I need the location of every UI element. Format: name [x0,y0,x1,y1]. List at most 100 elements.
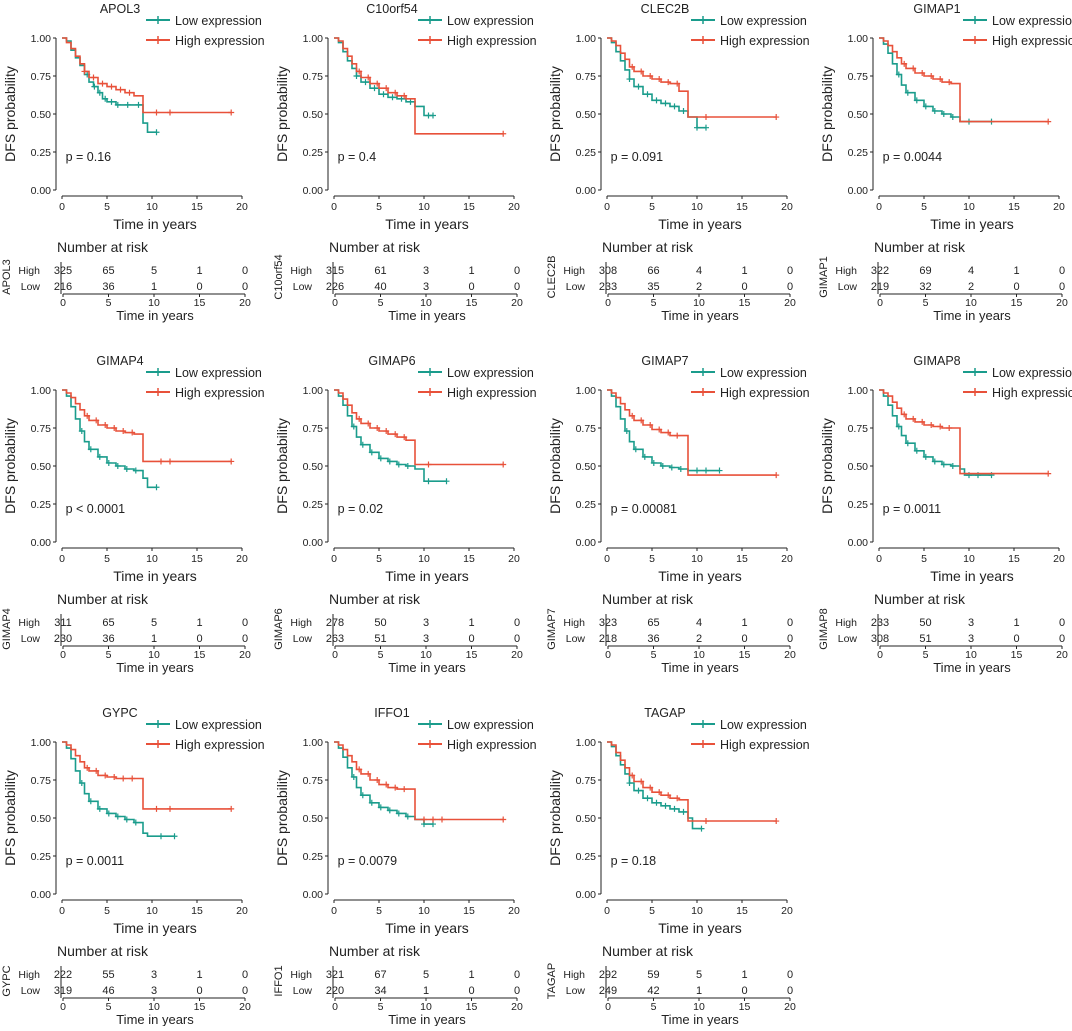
censor-mark-low [114,463,121,469]
censor-mark-low [694,124,700,131]
legend-high-label: High expression [720,34,810,48]
legend-low-label: Low expression [447,366,534,380]
censor-mark-low [105,459,112,466]
censor-mark-low [694,467,700,474]
censor-mark-high [120,428,127,435]
censor-mark-high [421,816,427,823]
legend-low-label: Low expression [175,718,262,732]
risk-x-axis-title: Time in years [933,660,1011,675]
km-panel-iffo1: IFFO1 Low expression High expression 0.00 0.… [273,706,537,1027]
y-tick-label: 0.50 [31,109,52,121]
risk-count-high: 55 [102,969,114,981]
y-tick-label: 0.00 [303,889,324,901]
censor-mark-low [430,112,436,119]
risk-table-title: Number at risk [329,591,421,607]
y-tick-label: 0.25 [31,147,52,159]
risk-table-title: Number at risk [57,943,149,959]
risk-count-high: 4 [696,617,702,629]
y-tick-label: 0.00 [303,537,324,549]
x-tick-label: 5 [104,905,110,917]
y-tick-label: 0.50 [576,813,597,825]
censor-mark-low [635,787,642,794]
censor-mark-high [656,426,663,433]
censor-mark-low [913,447,920,454]
km-curve-high [607,389,777,476]
censor-mark-high [120,775,127,782]
censor-mark-high [439,816,445,823]
censor-mark-high [665,792,672,799]
risk-x-tick-label: 10 [693,1001,705,1013]
censor-mark-low [87,798,94,805]
x-axis-title: Time in years [113,920,197,936]
x-tick-label: 15 [463,905,475,917]
x-tick-label: 5 [649,905,655,917]
risk-row-low-label: Low [838,633,858,645]
risk-count-high: 1 [468,265,474,277]
risk-x-tick-label: 5 [651,297,657,309]
risk-count-low: 0 [514,281,520,293]
risk-x-tick-label: 5 [651,649,657,661]
risk-x-tick-label: 10 [420,297,432,309]
y-tick-label: 0.25 [303,851,324,863]
risk-x-tick-label: 10 [148,1001,160,1013]
censor-mark-high [647,421,654,428]
risk-count-high: 1 [196,969,202,981]
legend-low-label: Low expression [992,366,1072,380]
risk-x-axis-title: Time in years [388,660,466,675]
risk-count-low: 308 [871,633,889,645]
risk-x-tick-label: 20 [784,649,796,661]
risk-count-low: 36 [102,281,114,293]
y-axis-title: DFS probability [547,66,563,162]
y-tick-label: 0.50 [303,813,324,825]
risk-x-tick-label: 0 [60,297,66,309]
risk-count-low: 0 [242,281,248,293]
legend-high-censor-mark [426,36,434,44]
panel-title: CLEC2B [641,2,690,16]
p-value-label: p = 0.0011 [66,854,125,868]
risk-x-tick-label: 10 [693,649,705,661]
risk-count-high: 0 [242,265,248,277]
km-panel-c10orf54: C10orf54 Low expression High expression 0.0… [273,2,537,323]
legend-low-label: Low expression [175,14,262,28]
censor-mark-high [500,816,507,823]
legend-low-label: Low expression [720,366,807,380]
risk-x-tick-label: 0 [60,1001,66,1013]
x-tick-label: 10 [146,905,158,917]
censor-mark-high [365,74,372,81]
risk-count-high: 1 [1013,617,1019,629]
risk-count-high: 315 [326,265,344,277]
risk-table-gene-label: TAGAP [546,963,558,999]
censor-mark-high [638,417,645,424]
risk-x-tick-label: 5 [378,1001,384,1013]
censor-mark-low [922,453,929,460]
risk-count-high: 59 [647,969,659,981]
censor-mark-low [105,810,112,817]
censor-mark-low [380,91,387,98]
risk-count-low: 1 [151,633,157,645]
y-tick-label: 0.00 [576,537,597,549]
y-tick-label: 1.00 [848,33,869,45]
risk-count-high: 222 [54,969,72,981]
risk-count-low: 2 [968,281,974,293]
censor-mark-low [377,804,384,811]
legend-high-label: High expression [175,738,265,752]
y-tick-label: 1.00 [576,385,597,397]
censor-mark-low [102,95,109,102]
risk-x-tick-label: 0 [605,649,611,661]
x-axis-title: Time in years [385,568,469,584]
x-tick-label: 15 [191,201,203,213]
x-axis-title: Time in years [930,216,1014,232]
y-tick-label: 0.25 [303,499,324,511]
risk-x-tick-label: 0 [332,297,338,309]
censor-mark-low [662,802,669,809]
risk-count-high: 308 [599,265,617,277]
censor-mark-low [641,453,648,460]
risk-x-tick-label: 15 [739,1001,751,1013]
y-tick-label: 0.00 [31,889,52,901]
risk-x-tick-label: 10 [420,1001,432,1013]
x-tick-label: 15 [1008,201,1020,213]
y-tick-label: 0.50 [303,461,324,473]
legend-low-censor-mark [154,16,162,24]
km-curve-low [607,37,706,129]
risk-row-high-label: High [290,617,312,629]
